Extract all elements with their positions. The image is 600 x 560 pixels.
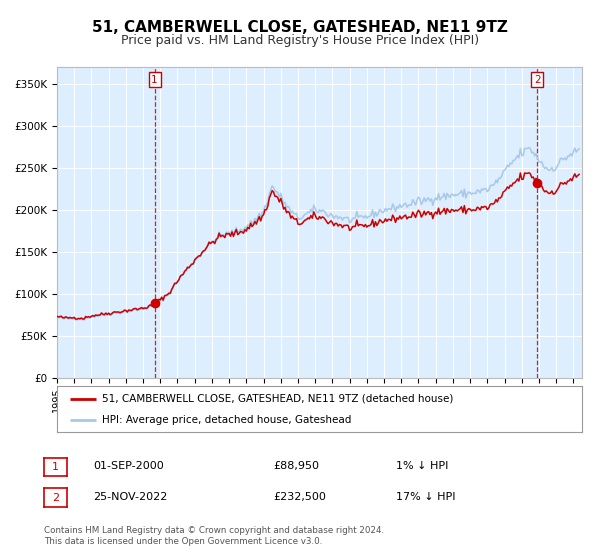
Text: 01-SEP-2000: 01-SEP-2000 bbox=[93, 461, 164, 471]
Text: HPI: Average price, detached house, Gateshead: HPI: Average price, detached house, Gate… bbox=[101, 415, 351, 425]
Text: 1: 1 bbox=[151, 75, 158, 85]
Text: £88,950: £88,950 bbox=[273, 461, 319, 471]
Text: £232,500: £232,500 bbox=[273, 492, 326, 502]
Text: 1% ↓ HPI: 1% ↓ HPI bbox=[396, 461, 448, 471]
Text: 1: 1 bbox=[52, 462, 59, 472]
Text: Contains HM Land Registry data © Crown copyright and database right 2024.
This d: Contains HM Land Registry data © Crown c… bbox=[44, 526, 384, 546]
Text: 2: 2 bbox=[52, 493, 59, 502]
Text: 51, CAMBERWELL CLOSE, GATESHEAD, NE11 9TZ: 51, CAMBERWELL CLOSE, GATESHEAD, NE11 9T… bbox=[92, 20, 508, 35]
Text: 25-NOV-2022: 25-NOV-2022 bbox=[93, 492, 167, 502]
Text: 2: 2 bbox=[534, 75, 541, 85]
Text: Price paid vs. HM Land Registry's House Price Index (HPI): Price paid vs. HM Land Registry's House … bbox=[121, 34, 479, 46]
Text: 51, CAMBERWELL CLOSE, GATESHEAD, NE11 9TZ (detached house): 51, CAMBERWELL CLOSE, GATESHEAD, NE11 9T… bbox=[101, 394, 453, 404]
Text: 17% ↓ HPI: 17% ↓ HPI bbox=[396, 492, 455, 502]
